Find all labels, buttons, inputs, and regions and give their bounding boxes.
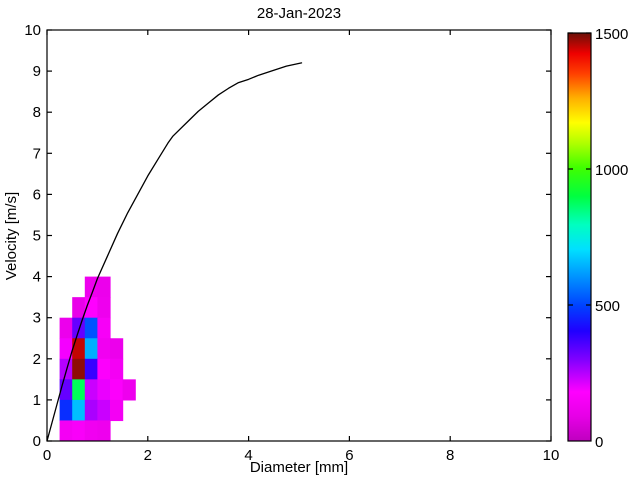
histogram-cell — [72, 399, 86, 422]
x-tick-label: 0 — [43, 447, 51, 464]
histogram-cell — [110, 379, 124, 401]
x-tick-label: 4 — [244, 447, 252, 464]
chart-title: 28-Jan-2023 — [257, 5, 341, 22]
y-tick-label: 8 — [33, 104, 41, 121]
colorbar[interactable] — [567, 32, 592, 442]
x-axis-ticks: 0 2 4 6 8 10 — [43, 30, 560, 464]
histogram-cell — [59, 420, 73, 441]
colorbar-tick-label: 500 — [595, 298, 620, 315]
histogram-cell — [84, 317, 98, 339]
y-tick-label: 7 — [33, 145, 41, 162]
histogram-cell — [110, 399, 124, 422]
colorbar-tick-label: 1000 — [595, 162, 628, 179]
colorbar-tick-label: 0 — [595, 434, 603, 451]
histogram-cell — [84, 358, 98, 380]
histogram-cell — [84, 276, 98, 298]
histogram-cell — [59, 399, 73, 422]
histogram-cell — [72, 420, 86, 441]
y-tick-label: 1 — [33, 392, 41, 409]
histogram-cell — [84, 420, 98, 441]
histogram-cell — [84, 399, 98, 422]
curve-path — [47, 62, 303, 441]
y-tick-label: 2 — [33, 351, 41, 368]
histogram-cell — [97, 399, 111, 422]
x-axis-label: Diameter [mm] — [250, 459, 348, 476]
x-tick-label: 2 — [144, 447, 152, 464]
y-tick-label: 5 — [33, 228, 41, 245]
histogram-cell — [72, 379, 86, 401]
colorbar-ticks: 0 500 1000 1500 — [568, 26, 628, 451]
histogram-cell — [72, 358, 86, 380]
histogram-cell — [72, 338, 86, 360]
histogram-cell — [97, 276, 111, 298]
velocity-curve — [47, 62, 303, 441]
y-tick-label: 10 — [24, 22, 41, 39]
y-axis-label: Velocity [m/s] — [3, 192, 20, 280]
x-tick-label: 8 — [446, 447, 454, 464]
x-tick-label: 10 — [543, 447, 560, 464]
histogram-cell — [97, 358, 111, 380]
histogram-cell — [97, 420, 111, 441]
y-tick-label: 9 — [33, 63, 41, 80]
histogram-cell — [84, 379, 98, 401]
histogram-cell — [97, 297, 111, 319]
histogram-cell — [97, 338, 111, 360]
histogram-cells — [59, 276, 136, 441]
histogram-cell — [97, 379, 111, 401]
histogram-cell — [110, 338, 124, 360]
histogram-cell — [59, 338, 73, 360]
histogram-cell — [59, 317, 73, 339]
y-tick-label: 4 — [33, 269, 41, 286]
colorbar-gradient — [567, 32, 592, 442]
y-tick-label: 0 — [33, 433, 41, 450]
colorbar-tick-label: 1500 — [595, 26, 628, 43]
y-tick-label: 3 — [33, 310, 41, 327]
y-axis-ticks: 0 1 2 3 4 5 6 7 8 9 10 — [24, 22, 551, 450]
histogram-cell — [84, 338, 98, 360]
histogram-cell — [110, 358, 124, 380]
histogram-cell — [97, 317, 111, 339]
x-tick-label: 6 — [345, 447, 353, 464]
y-tick-label: 6 — [33, 186, 41, 203]
histogram-cell — [122, 379, 136, 401]
histogram-cell — [72, 297, 86, 319]
